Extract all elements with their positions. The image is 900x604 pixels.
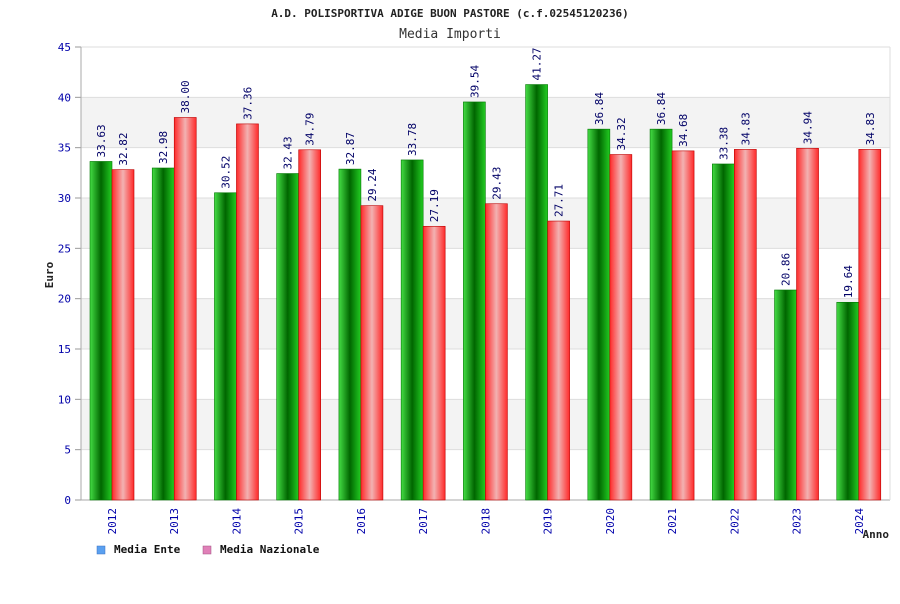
data-label-media-nazionale: 34.79 [304, 113, 317, 146]
bars [89, 84, 882, 501]
x-tick-label: 2023 [791, 508, 804, 535]
y-tick-label: 5 [64, 444, 71, 457]
bar-media-nazionale [360, 205, 384, 501]
data-label-media-ente: 20.86 [780, 253, 793, 286]
data-label-media-nazionale: 38.00 [179, 80, 192, 113]
x-tick-label: 2021 [666, 508, 679, 535]
bar-media-nazionale [734, 149, 757, 501]
bar-media-nazionale [485, 203, 508, 501]
x-tick-label: 2015 [293, 508, 306, 535]
data-label-media-ente: 41.27 [531, 47, 544, 80]
y-tick-label: 15 [58, 343, 71, 356]
data-label-media-ente: 33.78 [406, 123, 419, 156]
legend-label-nazionale: Media Nazionale [220, 543, 320, 556]
data-label-media-nazionale: 29.43 [490, 167, 503, 200]
data-label-media-ente: 19.64 [842, 265, 855, 298]
grid-band [81, 47, 890, 98]
data-label-media-nazionale: 34.83 [739, 112, 752, 145]
bar-media-ente [89, 161, 113, 501]
y-tick-label: 40 [58, 91, 71, 104]
bar-media-nazionale [796, 147, 819, 501]
x-tick-label: 2017 [417, 508, 430, 535]
bar-media-ente [463, 101, 486, 501]
x-tick-label: 2014 [230, 508, 243, 535]
x-tick-label: 2022 [728, 508, 741, 535]
data-label-media-nazionale: 32.82 [117, 132, 130, 165]
bar-media-ente [338, 168, 362, 501]
y-tick-label: 25 [58, 242, 71, 255]
data-label-media-nazionale: 37.36 [241, 87, 254, 120]
x-tick-label: 2020 [604, 508, 617, 535]
x-tick-label: 2012 [106, 508, 119, 535]
bar-media-ente [712, 163, 735, 501]
y-tick-label: 30 [58, 192, 71, 205]
bar-media-nazionale [547, 220, 570, 501]
data-label-media-ente: 39.54 [468, 64, 481, 97]
data-label-media-ente: 36.84 [593, 92, 606, 125]
data-label-media-nazionale: 34.32 [615, 117, 628, 150]
bar-media-ente [276, 173, 299, 501]
bar-media-nazionale [422, 225, 446, 501]
legend-swatch-nazionale [202, 545, 212, 555]
bar-media-nazionale [111, 169, 135, 501]
bar-media-nazionale [609, 154, 633, 501]
y-tick-label: 45 [58, 41, 71, 54]
y-tick-label: 35 [58, 142, 71, 155]
data-label-media-ente: 33.38 [717, 127, 730, 160]
data-label-media-nazionale: 27.71 [553, 184, 566, 217]
bar-media-ente [214, 192, 237, 501]
x-tick-label: 2019 [542, 508, 555, 535]
data-label-media-ente: 32.98 [157, 131, 170, 164]
data-label-media-ente: 36.84 [655, 92, 668, 125]
data-label-media-ente: 33.63 [95, 124, 108, 157]
data-label-media-nazionale: 29.24 [366, 168, 379, 201]
x-tick-label: 2013 [168, 508, 181, 535]
bar-media-ente [774, 289, 797, 501]
legend: Media Ente Media Nazionale [96, 543, 320, 556]
y-axis-label: Euro [43, 261, 56, 288]
chart-subtitle: Media Importi [399, 27, 501, 42]
bar-media-ente [587, 128, 611, 501]
data-labels: 33.63 32.82 32.98 38.00 30.52 37.36 32.43 34.79… [95, 47, 877, 298]
data-label-media-nazionale: 27.19 [428, 189, 441, 222]
data-label-media-ente: 32.87 [344, 132, 357, 165]
bar-media-ente [400, 159, 424, 501]
y-tick-label: 10 [58, 393, 71, 406]
bar-media-nazionale [671, 150, 695, 501]
bar-media-ente [836, 301, 860, 501]
bar-media-nazionale [298, 149, 321, 501]
x-tick-label: 2024 [853, 508, 866, 535]
bar-media-nazionale [173, 117, 197, 501]
x-axis-label: Anno [863, 528, 890, 541]
y-tick-label: 20 [58, 293, 71, 306]
data-label-media-nazionale: 34.83 [864, 112, 877, 145]
axes: 0 5 10 15 20 25 30 35 40 45 2012 2013 2014 2015 2016 20… [58, 41, 891, 535]
bar-media-ente [649, 128, 673, 501]
legend-swatch-ente [96, 545, 106, 555]
data-label-media-ente: 30.52 [219, 156, 232, 189]
y-tick-label: 0 [64, 494, 71, 507]
bar-media-ente [151, 167, 175, 501]
chart-title: A.D. POLISPORTIVA ADIGE BUON PASTORE (c.… [271, 7, 629, 20]
bar-media-nazionale [858, 149, 882, 501]
x-tick-label: 2018 [479, 508, 492, 534]
bar-media-nazionale [236, 123, 259, 501]
x-tick-label: 2016 [355, 508, 368, 535]
legend-label-ente: Media Ente [114, 543, 181, 556]
bar-media-ente [525, 84, 548, 501]
data-label-media-ente: 32.43 [282, 136, 295, 169]
data-label-media-nazionale: 34.68 [677, 114, 690, 147]
data-label-media-nazionale: 34.94 [802, 111, 815, 144]
